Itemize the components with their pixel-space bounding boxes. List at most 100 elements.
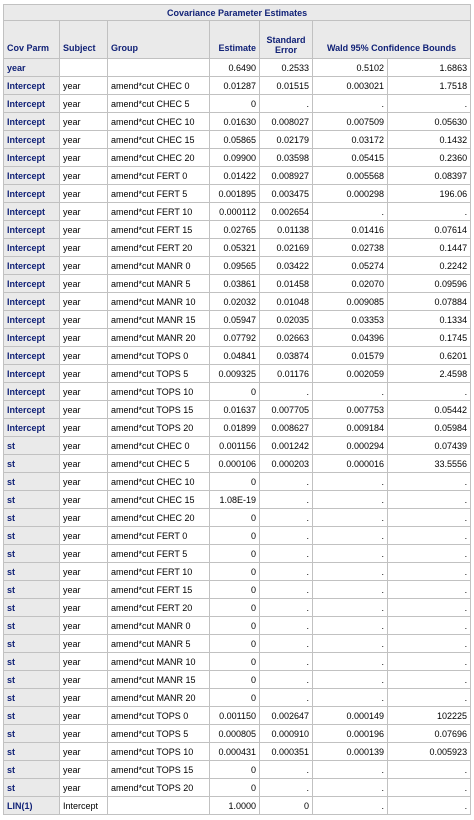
cell-std-error: 0.02663 (259, 328, 313, 347)
cell-upper-bound: 0.09596 (386, 274, 472, 293)
cell-cov-parm: st (3, 472, 60, 491)
cell-subject: year (59, 598, 108, 617)
cell-estimate: 0 (209, 670, 260, 689)
cell-std-error: 0.007705 (259, 400, 313, 419)
cell-lower-bound: . (312, 490, 388, 509)
cell-estimate: 0 (209, 652, 260, 671)
cell-std-error: 0 (259, 796, 313, 815)
cell-subject: year (59, 202, 108, 221)
cell-cov-parm: st (3, 616, 60, 635)
cell-upper-bound: . (386, 778, 472, 797)
cell-std-error: 0.01048 (259, 292, 313, 311)
table-row: Intercept year amend*cut FERT 10 0.000112 0.… (3, 202, 472, 221)
cell-estimate: 0.000106 (209, 454, 260, 473)
table-row: Intercept year amend*cut MANR 5 0.03861 0.01… (3, 274, 472, 293)
cell-std-error: 0.003475 (259, 184, 313, 203)
cell-subject: year (59, 346, 108, 365)
cell-group: amend*cut CHEC 15 (107, 490, 210, 509)
cell-subject: year (59, 508, 108, 527)
cell-cov-parm: Intercept (3, 202, 60, 221)
cell-subject: year (59, 400, 108, 419)
cell-lower-bound: 0.02070 (312, 274, 388, 293)
cell-group: amend*cut FERT 5 (107, 544, 210, 563)
cell-estimate: 0 (209, 508, 260, 527)
cell-subject: year (59, 184, 108, 203)
cell-subject: year (59, 490, 108, 509)
cell-lower-bound: . (312, 688, 388, 707)
cell-cov-parm: Intercept (3, 76, 60, 95)
cell-estimate: 0.05865 (209, 130, 260, 149)
cell-group: amend*cut CHEC 15 (107, 130, 210, 149)
cell-estimate: 0.07792 (209, 328, 260, 347)
cell-upper-bound: 0.1334 (386, 310, 472, 329)
cell-estimate: 0 (209, 688, 260, 707)
cell-std-error: 0.01176 (259, 364, 313, 383)
cell-estimate: 0.000112 (209, 202, 260, 221)
cell-group: amend*cut TOPS 20 (107, 418, 210, 437)
cell-lower-bound: . (312, 202, 388, 221)
cell-cov-parm: st (3, 526, 60, 545)
cell-upper-bound: . (386, 670, 472, 689)
cell-cov-parm: Intercept (3, 274, 60, 293)
cell-cov-parm: st (3, 490, 60, 509)
cell-cov-parm: st (3, 634, 60, 653)
cell-group (107, 796, 210, 815)
cell-upper-bound: 0.07439 (386, 436, 472, 455)
cell-cov-parm: Intercept (3, 148, 60, 167)
cell-cov-parm: st (3, 688, 60, 707)
cell-upper-bound: . (386, 94, 472, 113)
cell-estimate: 0.09900 (209, 148, 260, 167)
cell-subject: year (59, 706, 108, 725)
table-row: Intercept year amend*cut FERT 0 0.01422 0.00… (3, 166, 472, 185)
table-row: st year amend*cut CHEC 15 1.08E-19... (3, 490, 472, 509)
cell-lower-bound: 0.02738 (312, 238, 388, 257)
cell-cov-parm: Intercept (3, 130, 60, 149)
header-estimate: Estimate (209, 20, 260, 59)
table-row: Intercept year amend*cut MANR 20 0.07792 0.0… (3, 328, 472, 347)
cell-lower-bound: 0.007509 (312, 112, 388, 131)
cell-subject: year (59, 616, 108, 635)
cell-upper-bound: 0.005923 (386, 742, 472, 761)
cell-cov-parm: Intercept (3, 346, 60, 365)
cell-estimate: 0 (209, 526, 260, 545)
cell-cov-parm: st (3, 562, 60, 581)
cell-lower-bound: 0.009184 (312, 418, 388, 437)
cell-upper-bound: 33.5556 (386, 454, 472, 473)
covariance-parameter-table: Covariance Parameter Estimates Cov Parm … (2, 4, 472, 815)
cell-estimate: 0.02765 (209, 220, 260, 239)
cell-estimate: 0 (209, 778, 260, 797)
cell-std-error: . (259, 634, 313, 653)
cell-lower-bound: 0.003021 (312, 76, 388, 95)
table-row: Intercept year amend*cut TOPS 0 0.04841 0.03… (3, 346, 472, 365)
cell-group: amend*cut CHEC 5 (107, 454, 210, 473)
cell-std-error: 0.03598 (259, 148, 313, 167)
table-row: st year amend*cut CHEC 5 0.000106 0.000203 0.… (3, 454, 472, 473)
cell-std-error: 0.000910 (259, 724, 313, 743)
table-row: st year amend*cut TOPS 5 0.000805 0.000910 0.… (3, 724, 472, 743)
cell-upper-bound: . (386, 688, 472, 707)
table-row: st year amend*cut TOPS 10 0.000431 0.000351 0… (3, 742, 472, 761)
cell-estimate: 0 (209, 382, 260, 401)
cell-subject: year (59, 436, 108, 455)
cell-std-error: 0.002647 (259, 706, 313, 725)
table-title: Covariance Parameter Estimates (2, 4, 472, 21)
cell-group: amend*cut MANR 10 (107, 292, 210, 311)
cell-upper-bound: 0.1447 (386, 238, 472, 257)
cell-lower-bound: 0.000298 (312, 184, 388, 203)
cell-upper-bound: 0.05630 (386, 112, 472, 131)
cell-std-error: 0.02035 (259, 310, 313, 329)
header-group: Group (107, 20, 210, 59)
table-row: Intercept year amend*cut MANR 15 0.05947 0.0… (3, 310, 472, 329)
table-row: Intercept year amend*cut MANR 10 0.02032 0.0… (3, 292, 472, 311)
cell-lower-bound: 0.009085 (312, 292, 388, 311)
cell-estimate: 0.009325 (209, 364, 260, 383)
cell-upper-bound: . (386, 508, 472, 527)
cell-estimate: 0.001895 (209, 184, 260, 203)
cell-group: amend*cut MANR 15 (107, 670, 210, 689)
cell-upper-bound: . (386, 202, 472, 221)
cell-lower-bound: 0.01579 (312, 346, 388, 365)
cell-lower-bound: . (312, 670, 388, 689)
